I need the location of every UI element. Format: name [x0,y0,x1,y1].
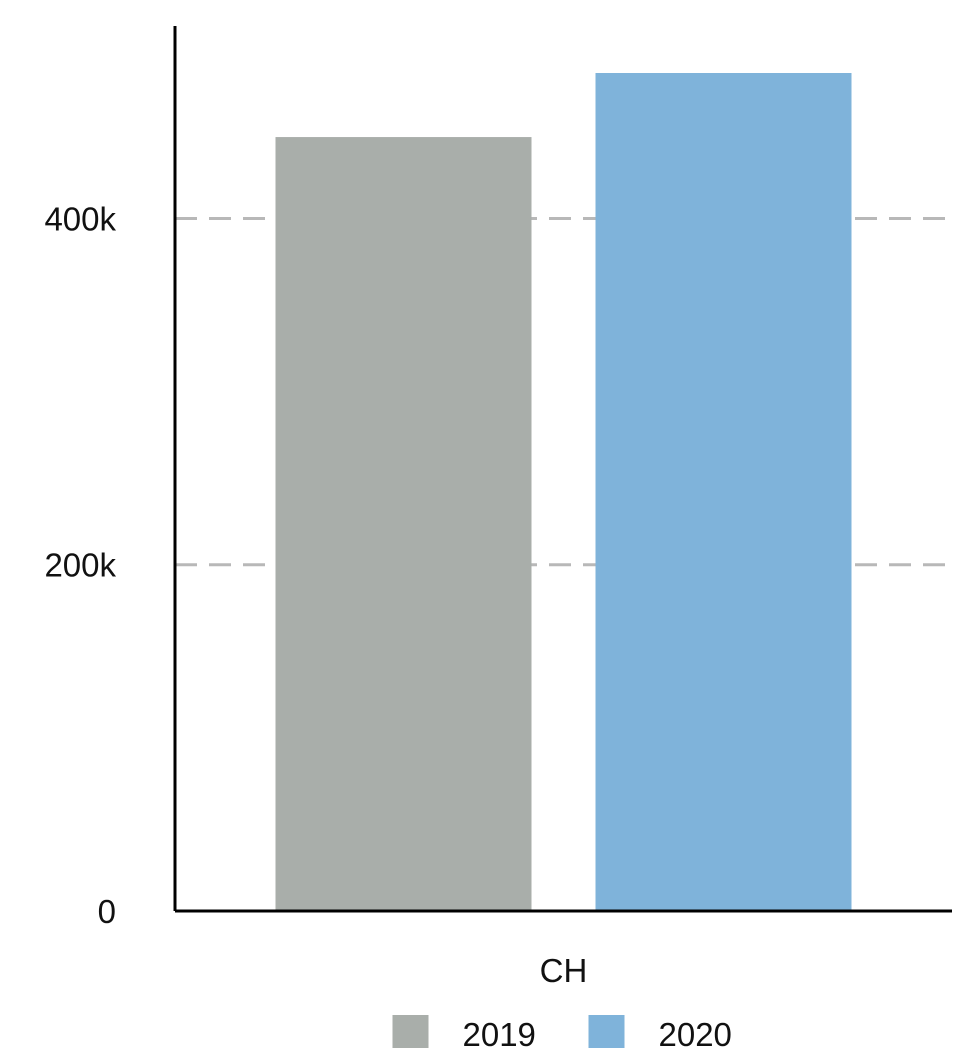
x-tick-label: CH [540,952,588,989]
legend-label-2019: 2019 [463,1016,536,1048]
bar-2020-CH [595,73,852,911]
legend-swatch-2019 [392,1015,429,1048]
y-tick-label: 0 [98,893,116,930]
bar-2019-CH [275,137,532,911]
legend-swatch-2020 [588,1015,625,1048]
legend: 2019 2020 [392,1015,732,1048]
legend-label-2020: 2020 [659,1016,732,1048]
y-tick-label: 400k [44,200,116,237]
bars [275,73,852,911]
x-tick-labels: CH [540,952,588,989]
y-tick-labels: 0 200k 400k [44,200,116,930]
y-tick-label: 200k [44,547,116,584]
